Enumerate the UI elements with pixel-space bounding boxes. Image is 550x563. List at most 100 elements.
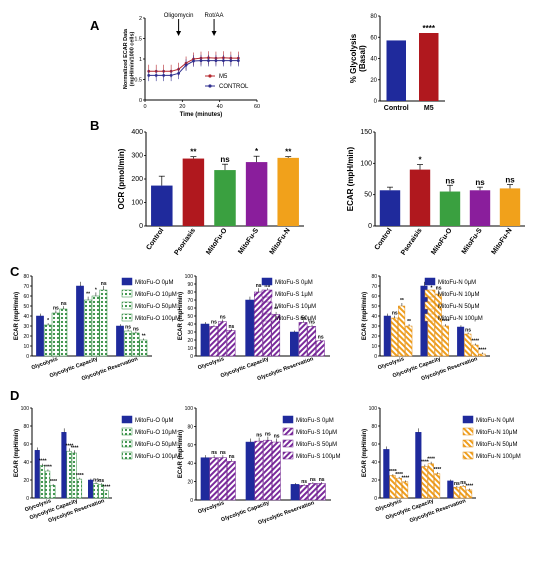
bar [409,169,431,226]
y-tick-label: 10 [23,344,29,350]
bar [262,291,272,357]
category-label: Control [374,227,394,251]
bar [34,450,40,499]
significance-label: ns [310,477,316,483]
y-tick-label: 60 [371,442,377,448]
y-tick-label: 40 [370,57,377,63]
y-axis-label: Normalized ECAR Data [123,28,129,89]
significance-label: ns [392,311,398,317]
bar [76,285,84,357]
legend-label: MitoFu-O 10μM [135,430,177,436]
significance-label: ** [142,334,146,340]
legend-label: MitoFu-O 50μM [135,304,177,310]
significance-label: **** [39,459,47,465]
y-axis-label: ECAR (mpH/min) [346,146,355,211]
legend-swatch [121,415,133,424]
bar [379,190,401,226]
y-tick-label: 60 [187,443,193,449]
y-tick-label: 20 [371,334,377,340]
significance-label: ns [228,324,234,330]
legend-swatch [424,313,436,322]
annotation-label: Rot/AA [205,13,224,19]
bar [316,340,325,357]
significance-label: ns [465,328,471,334]
legend-label: MitoFu-N 0μM [438,280,476,286]
legend-label: MitoFu-N 100μM [438,316,483,322]
significance-label: **** [395,472,403,478]
bar [453,486,460,499]
bar [200,323,210,357]
chart-a1-ecar-time: 0 0.5 1 1.5 2 Normalized ECAR Data (mpH/min/10… [123,13,260,118]
data-point [236,59,240,63]
bar [151,185,173,226]
y-tick-label: 80 [370,14,377,20]
y-tick-label: 0 [139,223,143,230]
chart-a2: 0 20 40 60 80 % Glycolysis (Basal) Control **** M… [349,14,445,112]
category-label: Psoriasis [173,227,197,257]
bar [254,291,263,357]
significance-label: ns [274,434,280,440]
bar [419,33,439,101]
significance-label: ns [220,155,230,164]
bar [43,324,52,357]
bar [61,432,67,499]
bar [471,344,479,357]
legend-swatch [121,301,133,310]
bar [245,441,255,501]
y-tick-label: 20 [370,78,377,84]
bar [91,295,100,357]
data-point [207,59,210,63]
significance-label: ns [53,305,59,311]
y-tick-label: 0 [139,98,142,104]
legend-label: MitoFu-O 0μM [135,418,173,424]
bar [45,470,51,499]
significance-label: ** [274,307,278,313]
y-tick-label: 40 [187,461,193,467]
legend-label: MitoFu-S 0μM [296,418,334,424]
bar [245,162,268,226]
bar [434,293,442,357]
bar [71,452,77,499]
legend-label: MitoFu-S 10μM [275,304,316,310]
bar [245,299,254,357]
y-tick-label: 60 [370,35,377,41]
significance-label: * [418,156,422,165]
bar [298,322,308,357]
legend-swatch [121,289,133,298]
y-tick-label: 0 [190,354,193,360]
panel-label-a: A [90,18,100,33]
bar [277,157,299,226]
significance-label: ns [211,450,217,456]
significance-label: ns [301,479,307,485]
category-label: Psoraisis [400,227,424,257]
significance-label: ** [400,298,404,304]
legend-label: MitoFu-N 10μM [476,430,517,436]
bar [469,190,491,226]
bar [39,465,45,499]
significance-label: ns [445,176,455,185]
bar [389,475,396,499]
legend-label: MitoFu-O 50μM [135,442,177,448]
significance-label: * [255,147,259,156]
category-label: MitoFu-S [237,227,260,256]
bar [76,478,83,499]
bar [271,314,281,357]
legend-swatch [261,301,273,310]
bar [398,305,406,357]
significance-label: **** [103,484,111,490]
significance-label: ns [454,481,460,487]
bar [383,449,390,499]
chart-b1: 0 100 200 300 400 OCR (pmol/min) Control ** Psor… [117,129,304,257]
legend-swatch [261,313,273,322]
panel-label-b: B [90,118,99,133]
y-tick-label: 300 [131,153,143,160]
legend-label: MitoFu-N 100μM [476,454,521,460]
legend-marker [208,74,212,78]
bar [139,339,148,357]
bar [386,40,406,101]
significance-label: ns [133,327,139,333]
y-tick-label: 100 [131,200,143,207]
y-axis-label: ECAR (mpH/min) [362,429,368,477]
legend-swatch [424,301,436,310]
